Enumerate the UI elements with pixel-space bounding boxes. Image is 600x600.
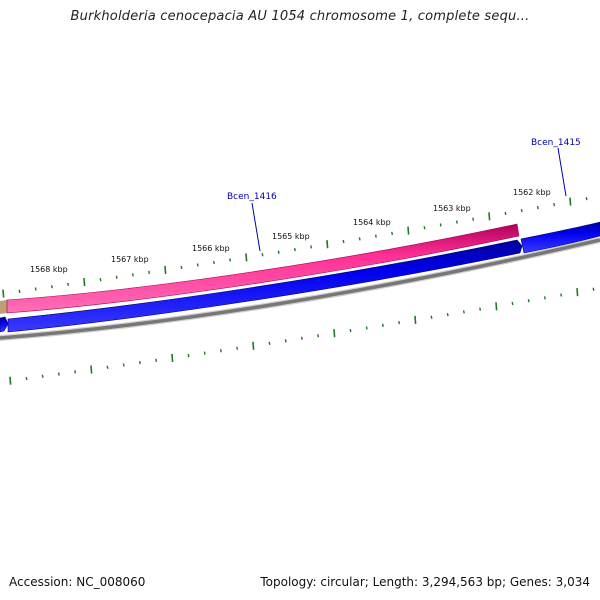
gene-reverse-strand-main[interactable] [7, 239, 523, 333]
inner-ruler-tick [138, 361, 141, 365]
inner-ruler-tick [90, 365, 93, 374]
outer-ruler-tick [83, 277, 86, 287]
inner-ruler-tick [560, 293, 563, 297]
outer-ruler-tick [99, 278, 102, 282]
inner-ruler-tick [236, 346, 239, 350]
ruler-label-1567: 1567 kbp [111, 255, 149, 264]
inner-ruler-tick [381, 323, 384, 327]
genome-backbone [0, 238, 600, 340]
gene-label-leader-bcen-1416 [251, 202, 261, 252]
inner-ruler-tick [74, 370, 77, 374]
gene-label-bcen-1415[interactable]: Bcen_1415 [531, 138, 581, 148]
outer-ruler-tick [34, 287, 37, 291]
gene-label-bcen-1416[interactable]: Bcen_1416 [227, 192, 277, 202]
outer-ruler-tick [326, 240, 329, 249]
inner-ruler-tick [57, 372, 60, 376]
inner-ruler-tick [25, 376, 28, 381]
outer-ruler-tick [358, 237, 361, 241]
inner-ruler-tick [9, 376, 12, 385]
inner-ruler-tick [317, 334, 320, 338]
ruler-label-1562: 1562 kbp [513, 188, 551, 197]
outer-ruler-tick [585, 196, 588, 201]
inner-ruler-ticks [9, 287, 595, 385]
outer-ruler-tick [391, 231, 394, 235]
outer-ruler-tick [504, 211, 507, 216]
outer-ruler-tick [488, 212, 491, 221]
inner-ruler-tick [284, 339, 287, 343]
inner-ruler-tick [187, 353, 190, 358]
outer-ruler-tick [164, 265, 167, 275]
inner-ruler-tick [268, 341, 271, 345]
outer-ruler-tick [229, 258, 232, 262]
outer-ruler-ticks [2, 196, 588, 298]
ruler-label-1565: 1565 kbp [272, 232, 310, 241]
outer-ruler-tick [148, 270, 151, 275]
map-title: Burkholderia cenocepacia AU 1054 chromos… [70, 9, 530, 24]
gene-label-leader-bcen-1415 [557, 147, 567, 197]
outer-ruler-tick [439, 223, 442, 227]
inner-ruler-tick [300, 336, 303, 340]
inner-ruler-tick [479, 307, 482, 311]
accession-text: Accession: NC_008060 [9, 575, 146, 589]
outer-ruler-tick [212, 260, 215, 265]
inner-ruler-tick [252, 341, 255, 350]
outer-ruler-tick [536, 205, 539, 210]
outer-ruler-tick [569, 197, 572, 206]
outer-ruler-tick [423, 226, 426, 230]
inner-ruler-tick [219, 349, 222, 353]
outer-ruler-tick [131, 273, 134, 277]
inner-ruler-tick [495, 302, 498, 311]
inner-ruler-tick [333, 329, 336, 338]
inner-ruler-tick [171, 353, 174, 362]
inner-ruler-tick [349, 328, 352, 333]
outer-ruler-tick [277, 250, 280, 254]
inner-ruler-tick [430, 315, 433, 319]
inner-ruler-tick [122, 363, 125, 367]
outer-ruler-tick [196, 263, 199, 267]
ruler-label-1564: 1564 kbp [353, 218, 391, 227]
outer-ruler-tick [261, 253, 264, 257]
outer-ruler-tick [50, 285, 53, 289]
outer-ruler-tick [67, 282, 70, 287]
inner-ruler-tick [543, 296, 546, 300]
gene-bcen-1416[interactable] [6, 223, 520, 314]
genome-summary-text: Topology: circular; Length: 3,294,563 bp… [260, 575, 590, 589]
outer-ruler-tick [180, 265, 183, 270]
inner-ruler-tick [41, 374, 44, 378]
ruler-label-1568: 1568 kbp [30, 265, 68, 274]
outer-ruler-tick [115, 275, 118, 279]
inner-ruler-tick [511, 301, 514, 306]
outer-ruler-tick [245, 253, 248, 262]
inner-ruler-tick [106, 365, 109, 369]
outer-ruler-tick [2, 289, 5, 298]
outer-ruler-tick [472, 217, 475, 221]
inner-ruler-tick [365, 326, 368, 330]
outer-ruler-tick [407, 226, 410, 235]
inner-ruler-tick [414, 315, 417, 325]
inner-ruler-tick [398, 321, 401, 325]
inner-ruler-tick [203, 351, 206, 355]
outer-ruler-tick [342, 239, 345, 244]
outer-ruler-tick [553, 202, 556, 207]
inner-ruler-tick [446, 312, 449, 317]
ruler-label-1563: 1563 kbp [433, 204, 471, 213]
outer-ruler-tick [310, 245, 313, 249]
gene-bcen-1415[interactable] [520, 221, 600, 254]
ruler-label-1566: 1566 kbp [192, 244, 230, 253]
inner-ruler-tick [576, 288, 579, 297]
outer-ruler-tick [374, 234, 377, 238]
inner-ruler-tick [527, 299, 530, 303]
gene-partial-left-arrow[interactable] [0, 316, 9, 333]
inner-ruler-tick [155, 358, 158, 362]
gene-partial-left[interactable] [0, 300, 7, 314]
outer-ruler-tick [18, 289, 21, 293]
inner-ruler-tick [592, 287, 595, 291]
outer-ruler-tick [520, 208, 523, 213]
outer-ruler-tick [293, 247, 296, 252]
inner-ruler-tick [462, 310, 465, 314]
outer-ruler-tick [455, 220, 458, 224]
